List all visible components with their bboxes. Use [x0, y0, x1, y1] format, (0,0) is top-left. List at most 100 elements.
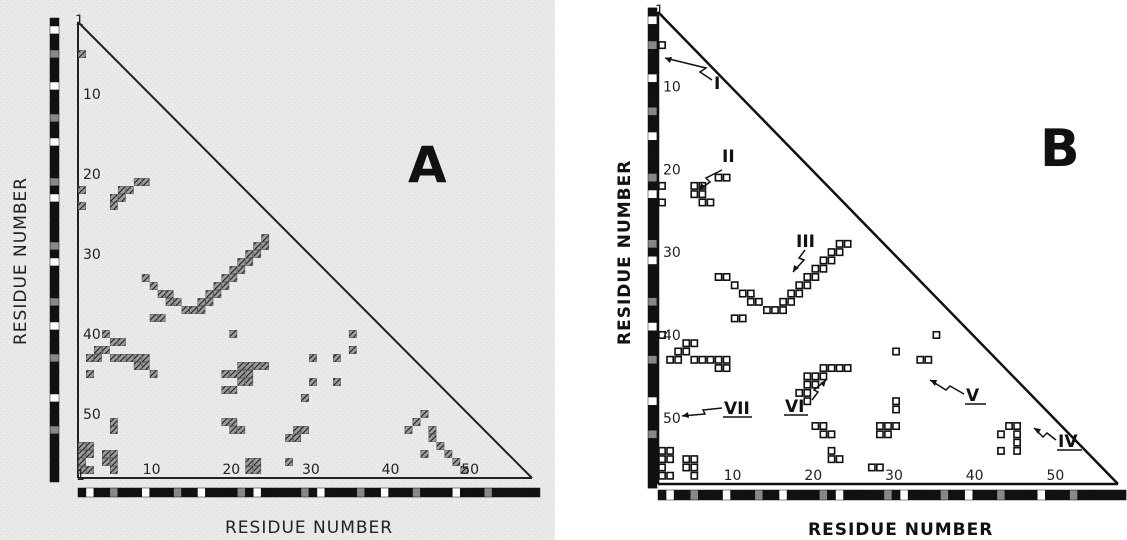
contact-cell [722, 272, 731, 281]
y-tick-label: 30 [663, 245, 681, 261]
sequence-segment [49, 249, 60, 259]
panel-b-letter: B [1040, 119, 1080, 179]
sequence-segment [49, 441, 60, 451]
contact-cell [674, 347, 683, 356]
sequence-segment [1037, 489, 1046, 501]
sequence-segment [811, 489, 820, 501]
sequence-segment [972, 489, 982, 501]
contact-cell [746, 297, 755, 306]
sequence-segment [300, 487, 310, 498]
contact-cell [309, 378, 317, 386]
contact-cell [876, 422, 884, 431]
contact-cell [109, 418, 118, 426]
contact-cell [763, 306, 771, 315]
contact-cell [706, 355, 715, 364]
sequence-segment [460, 487, 469, 498]
sequence-segment [647, 247, 658, 257]
contact-cell [332, 378, 341, 386]
label-ii-arrowhead [699, 183, 706, 190]
sequence-segment [647, 148, 658, 158]
sequence-segment [221, 487, 230, 498]
contact-cell [690, 190, 699, 199]
contact-cell [245, 458, 254, 466]
label-iii-annotation: III [792, 232, 815, 273]
contact-cell [141, 362, 150, 370]
contact-cell [666, 471, 675, 480]
label-vi-arrow [811, 379, 827, 401]
sequence-segment [49, 353, 60, 363]
sequence-segment [237, 487, 246, 498]
contact-cell [149, 282, 158, 290]
contact-cell [722, 364, 731, 373]
contact-cell [109, 458, 118, 466]
sequence-segment [754, 489, 764, 501]
sequence-segment [468, 487, 477, 498]
sequence-segment [1101, 489, 1111, 501]
contact-cell [658, 446, 666, 455]
contact-cell [197, 298, 206, 306]
panel-b-x-axis-label: RESIDUE NUMBER [808, 520, 993, 540]
y-tick-label: 40 [663, 328, 681, 344]
panel-b-sequence-bar-vertical [647, 7, 658, 489]
sequence-segment [125, 487, 135, 498]
label-iv-arrowhead [1034, 428, 1041, 434]
contact-cell [811, 372, 820, 381]
sequence-segment [698, 489, 707, 501]
sequence-segment [49, 449, 60, 459]
contact-cell [245, 258, 254, 266]
sequence-segment [213, 487, 222, 498]
contact-cell [109, 354, 118, 362]
sequence-segment [899, 489, 909, 501]
sequence-segment [49, 201, 60, 211]
contact-cell [892, 422, 900, 431]
sequence-segment [475, 487, 485, 498]
sequence-segment [49, 169, 60, 179]
sequence-segment [49, 113, 60, 123]
sequence-segment [316, 487, 326, 498]
sequence-segment [499, 487, 509, 498]
contact-cell [658, 330, 666, 339]
sequence-segment [883, 489, 893, 501]
label-v-arrowhead [930, 380, 937, 386]
contact-cell [690, 181, 699, 190]
sequence-segment [647, 438, 658, 447]
sequence-segment [762, 489, 772, 501]
sequence-segment [1061, 489, 1070, 501]
x-tick-label: 20 [222, 462, 240, 478]
sequence-segment [647, 347, 658, 356]
sequence-segment [875, 489, 885, 501]
sequence-segment [647, 206, 658, 216]
contact-cell [165, 290, 174, 298]
sequence-segment [157, 487, 166, 498]
sequence-segment [245, 487, 254, 498]
contact-cell [835, 364, 844, 373]
y-tick-label: 20 [83, 167, 101, 183]
contact-cell [690, 455, 699, 464]
contact-cell [221, 418, 230, 426]
contact-cell [133, 354, 142, 362]
x-tick-label: 1 [76, 468, 85, 484]
sequence-segment [483, 487, 493, 498]
contact-cell [714, 364, 723, 373]
sequence-segment [1020, 489, 1030, 501]
sequence-segment [49, 393, 60, 403]
sequence-segment [647, 322, 658, 332]
sequence-segment [49, 457, 60, 467]
sequence-segment [647, 256, 658, 265]
sequence-segment [647, 173, 658, 183]
sequence-segment [49, 225, 60, 235]
contact-cell [78, 450, 86, 458]
contact-cell [690, 471, 699, 480]
contact-cell [229, 330, 238, 338]
contact-cell [658, 198, 666, 207]
contact-cell [285, 458, 293, 466]
label-vi-annotation: VI [784, 379, 827, 417]
contact-cell [892, 347, 900, 356]
contact-cell [109, 194, 118, 202]
sequence-segment [647, 65, 658, 75]
contact-cell [237, 370, 246, 378]
contact-cell [133, 178, 142, 186]
sequence-segment [260, 487, 270, 498]
sequence-segment [1028, 489, 1038, 501]
sequence-segment [647, 123, 658, 133]
